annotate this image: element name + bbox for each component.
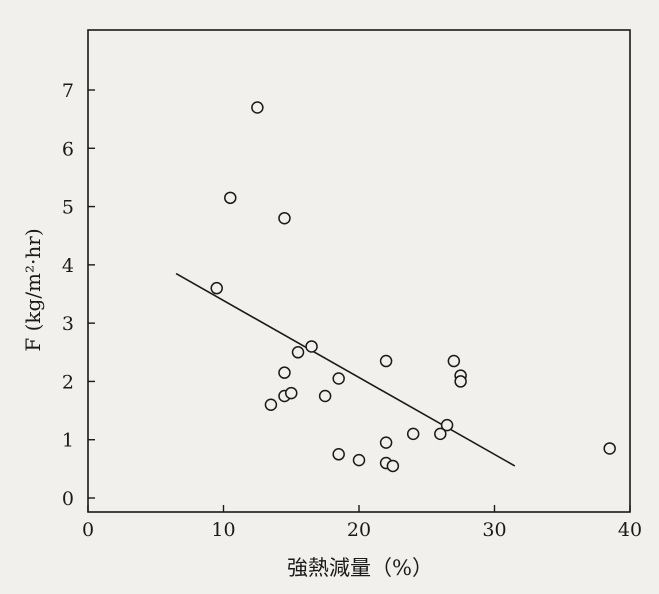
x-tick-label: 10 <box>211 519 235 541</box>
x-tick-label: 20 <box>347 519 371 541</box>
y-tick-label: 5 <box>62 197 74 219</box>
data-point <box>251 101 264 114</box>
data-point <box>447 354 461 368</box>
y-tick-label: 2 <box>62 371 74 393</box>
y-axis-title: F (kg/m²·hr) <box>21 228 45 351</box>
data-point <box>379 436 393 449</box>
data-point <box>434 427 447 441</box>
data-point <box>291 346 305 359</box>
data-point <box>224 191 237 205</box>
y-tick-label: 6 <box>62 138 74 160</box>
x-tick-label: 40 <box>618 519 642 541</box>
y-tick-label: 7 <box>62 80 74 102</box>
data-point <box>603 442 616 455</box>
data-point <box>264 398 278 411</box>
data-point <box>285 386 298 400</box>
y-tick-label: 0 <box>62 488 74 510</box>
x-tick-label: 0 <box>82 519 94 541</box>
data-point <box>278 211 291 225</box>
data-point <box>454 375 467 388</box>
data-point <box>352 453 366 467</box>
data-point <box>278 366 291 379</box>
data-point <box>305 340 318 353</box>
data-point <box>379 354 393 368</box>
data-point <box>440 418 454 432</box>
data-point <box>406 427 420 441</box>
trend-line <box>175 272 516 467</box>
y-tick-label: 4 <box>62 255 74 277</box>
plot-frame <box>87 29 631 513</box>
data-point <box>210 281 223 295</box>
y-tick-label: 3 <box>62 313 74 335</box>
x-axis-title: 強熱減量（%） <box>287 556 433 580</box>
y-tick-label: 1 <box>62 430 74 452</box>
data-point <box>332 372 345 385</box>
data-point <box>386 459 400 473</box>
x-tick-label: 30 <box>482 519 506 541</box>
data-point <box>318 389 332 403</box>
data-point <box>332 448 345 461</box>
